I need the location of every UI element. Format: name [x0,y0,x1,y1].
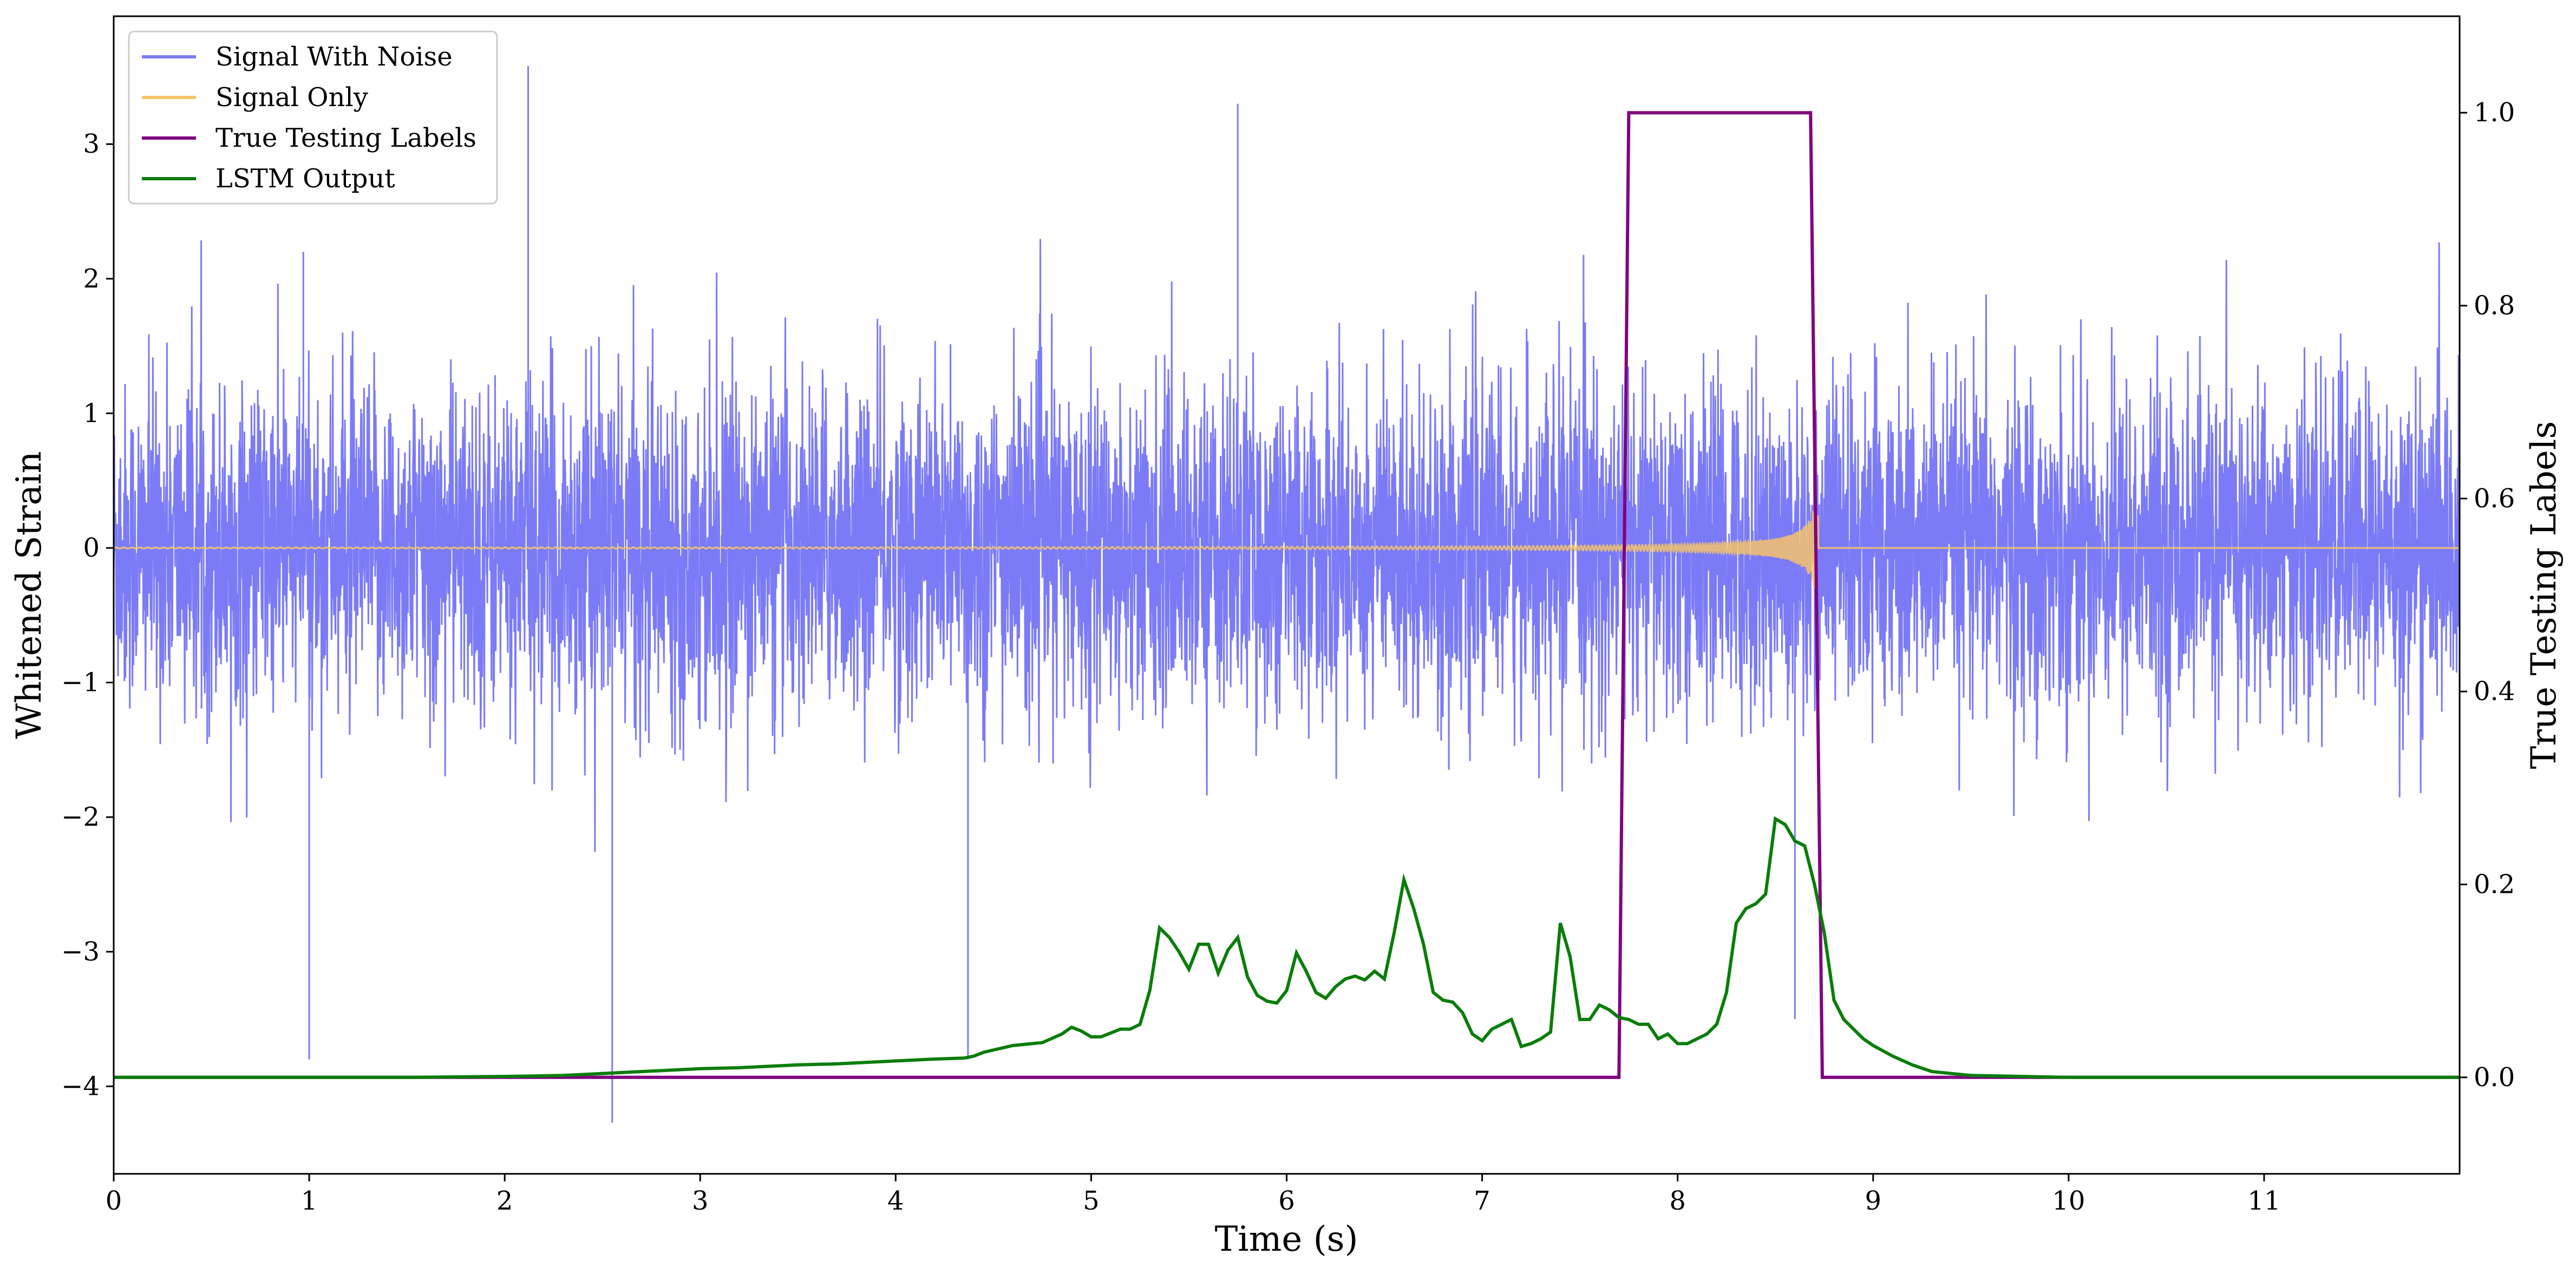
series-lstm-output [114,816,2460,1079]
y-tick-label: 2 [83,264,100,294]
legend-label: LSTM Output [215,164,395,194]
legend: Signal With Noise Signal Only True Testing… [128,30,498,205]
plot-area [114,66,2460,1123]
y2-tick-label: 1.0 [2474,97,2515,128]
y-tick-label: 0 [83,533,100,563]
y2-tick-label: 0.6 [2474,484,2515,514]
legend-label: Signal Only [215,82,368,113]
x-tick-label: 2 [496,1186,513,1216]
series-true-testing-labels [114,111,2460,1079]
y2-tick-label: 0.8 [2474,291,2515,321]
x-tick-label: 11 [2247,1186,2280,1216]
x-tick-label: 8 [1669,1186,1686,1216]
y2-tick-label: 0.2 [2474,870,2515,900]
legend-label: True Testing Labels [215,123,476,153]
x-tick-label: 4 [887,1186,904,1216]
x-tick-label: 7 [1474,1186,1490,1216]
y-tick-label: 3 [83,129,100,159]
series-signal-with-noise [114,66,2460,1123]
legend-frame [128,30,498,205]
y-tick-label: −2 [61,802,100,832]
x-axis-label: Time (s) [1215,1219,1358,1259]
x-tick-label: 6 [1278,1186,1295,1216]
x-tick-label: 3 [692,1186,709,1216]
y-axis-label: Whitened Strain [9,451,49,739]
x-tick-label: 9 [1865,1186,1881,1216]
y-tick-label: −1 [61,668,100,698]
y-tick-label: −4 [61,1071,100,1101]
y2-tick-label: 0.4 [2474,676,2515,707]
x-tick-label: 0 [106,1186,122,1216]
x-tick-label: 1 [301,1186,318,1216]
x-tick-label: 5 [1083,1186,1100,1216]
y2-tick-label: 0.0 [2474,1062,2515,1093]
legend-label: Signal With Noise [215,42,453,72]
y-tick-label: 1 [83,398,100,428]
series-signal-only [114,509,2460,598]
x-tick-label: 10 [2052,1186,2085,1216]
axes: 0 1 2 3 4 5 6 7 8 9 10 11 −4 −3 −2 −1 0 1 2 3 0.0 0.2 0.4 0.6 0.… [61,97,2515,1216]
y2-axis-label: True Testing Labels [2524,421,2564,769]
y-tick-label: −3 [61,937,100,967]
